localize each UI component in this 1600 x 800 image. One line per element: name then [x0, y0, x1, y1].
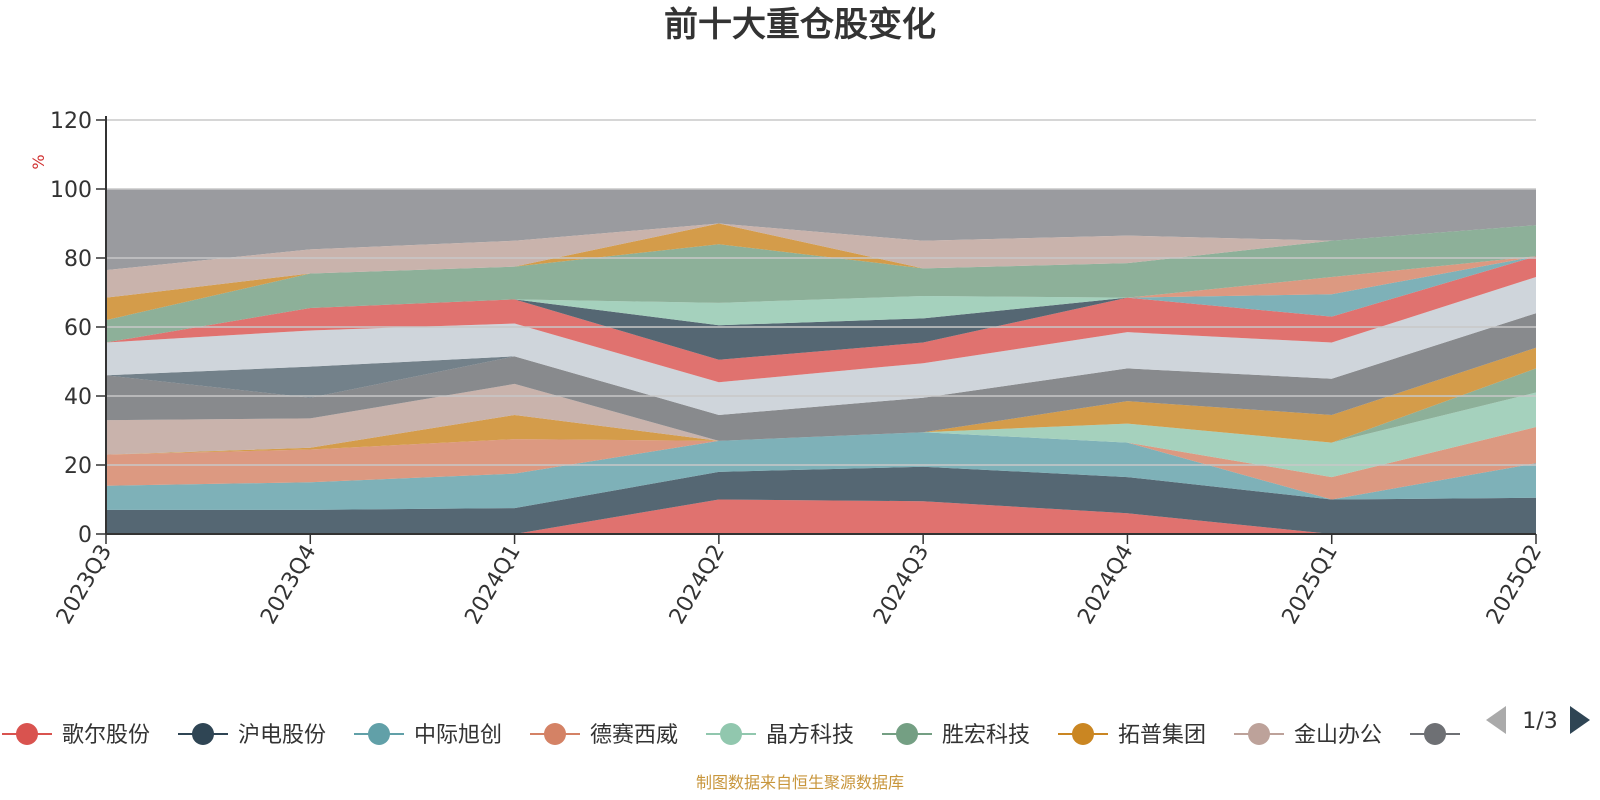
x-tick-label: 2024Q3 [869, 541, 934, 629]
area-series-13[interactable] [106, 256, 1536, 360]
area-series-10[interactable] [106, 313, 1536, 415]
x-tick-label: 2025Q2 [1482, 541, 1547, 629]
legend-label: 德赛西威 [590, 723, 678, 748]
legend-marker-icon [1424, 723, 1446, 745]
legend-item[interactable]: 德赛西威 [530, 723, 678, 748]
legend-label: 歌尔股份 [62, 723, 150, 748]
x-tick-label: 2024Q2 [665, 541, 730, 629]
x-tick-label: 2023Q3 [52, 541, 117, 629]
legend-label: 中际旭创 [414, 723, 502, 748]
legend-item[interactable]: 拓普集团 [1058, 723, 1206, 748]
legend-marker-icon [368, 723, 390, 745]
legend-label: 胜宏科技 [942, 723, 1030, 748]
legend-marker-icon [16, 723, 38, 745]
legend-marker-icon [192, 723, 214, 745]
legend-next-icon[interactable] [1570, 706, 1590, 734]
legend-label: 沪电股份 [238, 723, 326, 748]
legend-label: 晶方科技 [766, 723, 854, 748]
x-tick-label: 2024Q4 [1073, 541, 1138, 629]
legend-marker-icon [544, 723, 566, 745]
axes [105, 116, 1537, 544]
legend-item[interactable] [1410, 723, 1460, 745]
legend-label: 拓普集团 [1118, 723, 1206, 748]
legend-marker-icon [1248, 723, 1270, 745]
legend-marker-icon [1072, 723, 1094, 745]
y-tick-label: 40 [64, 385, 92, 410]
area-series-8[interactable] [106, 347, 1536, 455]
legend-item[interactable]: 沪电股份 [178, 723, 326, 748]
legend-item[interactable]: 晶方科技 [706, 723, 854, 748]
chart-title: 前十大重仓股变化 [664, 5, 936, 45]
legend-item[interactable]: 胜宏科技 [882, 723, 1030, 748]
area-series-9[interactable] [106, 313, 1536, 441]
x-tick-label: 2025Q1 [1278, 541, 1343, 629]
area-remainder [106, 189, 1536, 271]
legend-item[interactable]: 中际旭创 [354, 723, 502, 748]
y-tick-labels: 0 20 40 60 80 100 120 [50, 109, 92, 548]
x-tick-labels: 2023Q3 2023Q4 2024Q1 2024Q2 2024Q3 2024Q4 2025… [52, 541, 1547, 629]
x-tick-label: 2023Q4 [256, 541, 321, 629]
legend-page-indicator: 1/3 [1522, 709, 1557, 734]
area-series-15[interactable] [106, 256, 1536, 343]
legend-marker-icon [720, 723, 742, 745]
legend-marker-icon [896, 723, 918, 745]
legend-prev-icon[interactable] [1486, 706, 1506, 734]
legend-item[interactable]: 金山办公 [1234, 723, 1382, 748]
y-tick-label: 0 [78, 523, 92, 548]
area-series-7[interactable] [106, 347, 1536, 455]
area-series-1[interactable] [106, 499, 1536, 535]
area-series-19[interactable] [106, 223, 1536, 298]
area-series-11[interactable] [106, 276, 1536, 415]
source-note: 制图数据来自恒生聚源数据库 [696, 773, 904, 792]
area-series-3[interactable] [106, 432, 1536, 510]
legend-label: 金山办公 [1294, 723, 1382, 748]
legend-pager: 1/3 [1486, 706, 1590, 734]
y-tick-label: 100 [50, 178, 92, 203]
area-series-4[interactable] [106, 427, 1536, 500]
x-tick-label: 2024Q1 [460, 541, 525, 629]
y-axis-unit: % [29, 154, 48, 169]
y-tick-label: 20 [64, 454, 92, 479]
y-tick-label: 60 [64, 316, 92, 341]
area-series-17[interactable] [106, 225, 1536, 343]
y-tick-label: 80 [64, 247, 92, 272]
y-tick-label: 120 [50, 109, 92, 134]
area-series-group [106, 189, 1536, 534]
area-series-12[interactable] [106, 256, 1536, 383]
area-series-2[interactable] [106, 466, 1536, 534]
legend-item[interactable]: 歌尔股份 [2, 723, 150, 748]
grid-lines [96, 119, 1536, 535]
legend: 歌尔股份 沪电股份 中际旭创 德赛西威 晶方科技 胜宏科技 拓普集团 金山办公 [2, 723, 1460, 748]
